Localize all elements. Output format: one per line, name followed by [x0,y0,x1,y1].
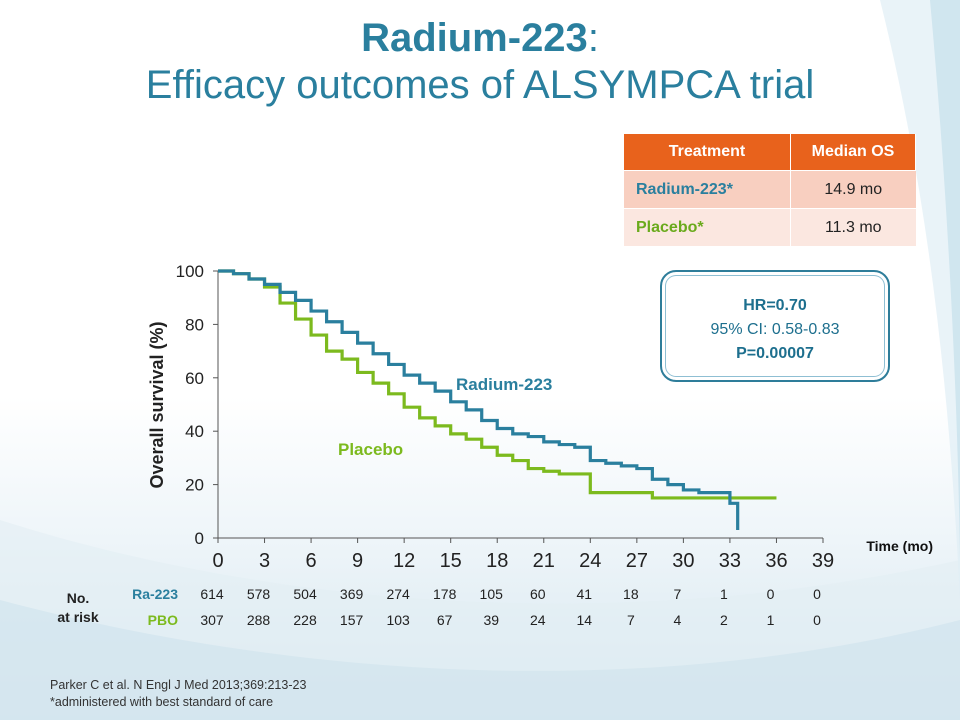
table-row: Placebo* 11.3 mo [624,208,916,246]
table-cell-placebo-name: Placebo* [624,208,791,246]
y-tick-label: 80 [185,315,204,334]
y-tick-label: 20 [185,476,204,495]
at-risk-row-name: PBO [148,612,178,628]
title-colon: : [587,16,599,60]
at-risk-value: 288 [247,612,271,628]
x-tick-label: 21 [533,550,555,572]
at-risk-value: 7 [627,612,635,628]
citation: Parker C et al. N Engl J Med 2013;369:21… [50,678,307,692]
footer: Parker C et al. N Engl J Med 2013;369:21… [50,677,306,711]
x-tick-label: 27 [626,550,648,572]
radium-223-curve [218,269,740,530]
x-tick-label: 39 [812,550,834,572]
at-risk-value: 24 [530,612,546,628]
hazard-ratio: HR=0.70 [743,297,807,314]
at-risk-value: 1 [767,612,775,628]
x-tick-label: 0 [212,550,223,572]
at-risk-value: 157 [340,612,364,628]
at-risk-value: 41 [577,586,593,602]
p-value: P=0.00007 [736,345,814,362]
table-cell-radium-os: 14.9 mo [790,170,916,209]
table-row: Radium-223* 14.9 mo [624,170,916,209]
at-risk-value: 60 [530,586,546,602]
x-tick-label: 33 [719,550,741,572]
at-risk-value: 1 [720,586,728,602]
at-risk-value: 39 [483,612,499,628]
confidence-interval: 95% CI: 0.58-0.83 [710,321,840,338]
at-risk-row-name: Ra-223 [132,586,178,602]
page-title: Radium-223: Efficacy outcomes of ALSYMPC… [0,14,960,108]
y-tick-label: 60 [185,369,204,388]
y-tick-label: 0 [195,529,204,548]
at-risk-value: 228 [293,612,317,628]
x-tick-label: 18 [486,550,508,572]
x-tick-label: 30 [672,550,694,572]
at-risk-label-line1: No. [67,590,90,606]
x-tick-label: 24 [579,550,601,572]
title-subtitle: Efficacy outcomes of ALSYMPCA trial [145,63,815,107]
x-tick-label: 3 [259,550,270,572]
x-tick-label: 12 [393,550,415,572]
at-risk-value: 4 [673,612,681,628]
radium-223-series-label: Radium-223 [456,375,552,394]
at-risk-value: 2 [720,612,728,628]
x-tick-label: 15 [440,550,462,572]
table-cell-radium-name: Radium-223* [624,170,791,209]
at-risk-value: 307 [200,612,224,628]
at-risk-value: 67 [437,612,453,628]
at-risk-value: 0 [767,586,775,602]
at-risk-value: 0 [813,586,821,602]
table-cell-placebo-os: 11.3 mo [790,208,916,246]
at-risk-value: 274 [386,586,410,602]
footnote: *administered with best standard of care [50,695,274,709]
x-tick-label: 36 [765,550,787,572]
x-axis-label: Time (mo) [866,538,933,554]
at-risk-value: 369 [340,586,364,602]
placebo-curve [218,269,777,500]
at-risk-value: 614 [200,586,224,602]
at-risk-value: 7 [673,586,681,602]
median-os-table: Treatment Median OS Radium-223* 14.9 mo … [624,134,916,246]
y-tick-label: 100 [176,262,204,281]
at-risk-value: 105 [480,586,504,602]
at-risk-value: 103 [386,612,410,628]
hazard-ratio-box: HR=0.70 95% CI: 0.58-0.83 P=0.00007 [660,270,890,382]
y-axis-label: Overall survival (%) [147,321,167,488]
table-header-median-os: Median OS [790,134,916,171]
at-risk-label-line2: at risk [57,609,98,625]
placebo-series-label: Placebo [338,440,403,459]
title-bold: Radium-223 [361,16,588,60]
at-risk-value: 504 [293,586,317,602]
table-header-treatment: Treatment [624,134,791,171]
at-risk-value: 18 [623,586,639,602]
x-tick-label: 9 [352,550,363,572]
at-risk-value: 14 [577,612,593,628]
at-risk-value: 178 [433,586,457,602]
at-risk-value: 578 [247,586,271,602]
x-tick-label: 6 [306,550,317,572]
y-tick-label: 40 [185,422,204,441]
at-risk-value: 0 [813,612,821,628]
